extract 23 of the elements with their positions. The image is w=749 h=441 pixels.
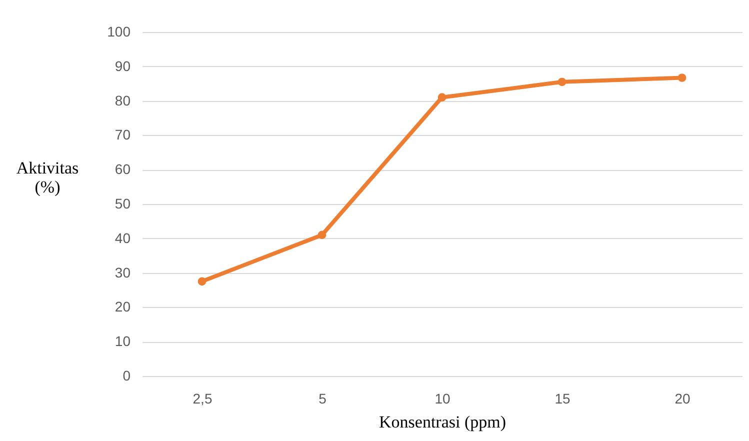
y-tick-label: 40 (114, 230, 131, 246)
point (678, 74, 686, 82)
x-tick-label: 5 (318, 390, 327, 406)
y-tick-label: 80 (114, 92, 131, 108)
point (438, 93, 446, 102)
y-tick-label: 20 (114, 298, 131, 315)
y-tick-label: 100 (107, 24, 131, 40)
y-tick-label: 90 (114, 58, 131, 74)
x-tick-label: 10 (434, 390, 450, 406)
point (318, 230, 326, 240)
y-tick-label: 70 (114, 126, 131, 143)
x-axis-title: Konsentrasi (ppm) (378, 412, 506, 432)
y-tick-label: 60 (114, 161, 131, 178)
x-tick-label: 20 (674, 390, 690, 406)
y-tick-label: 50 (114, 196, 131, 212)
y-tick-label: 0 (122, 368, 131, 384)
y-axis-title: Aktivitas (%) (16, 158, 79, 196)
x-tick-label: 2,5 (192, 390, 212, 406)
x-tick-label: 15 (554, 390, 570, 406)
y-tick-label: 30 (114, 264, 131, 280)
point (558, 78, 566, 86)
point (198, 277, 206, 286)
y-tick-label: 10 (114, 333, 131, 350)
